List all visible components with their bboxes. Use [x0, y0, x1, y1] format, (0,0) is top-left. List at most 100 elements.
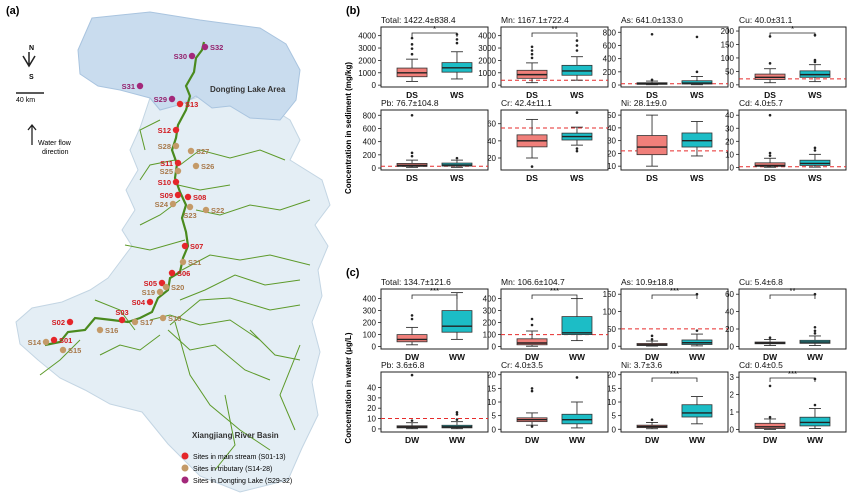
significance-bracket — [769, 32, 816, 37]
box-dw — [396, 334, 428, 343]
y-tick-label: 20 — [607, 149, 616, 158]
tributaries — [39, 119, 311, 471]
site-label-s11: S11 — [160, 159, 173, 168]
y-tick-label: 400 — [363, 138, 377, 147]
site-marker-s22 — [202, 206, 210, 214]
site-label-s06: S06 — [177, 269, 190, 278]
x-category-label: DW — [645, 435, 660, 445]
site-marker-s21 — [179, 258, 187, 266]
site-marker-s31 — [136, 82, 144, 90]
box-dw — [516, 338, 548, 346]
plot-frame — [738, 26, 847, 88]
chart-title: Cr: 42.4±11.1 — [501, 98, 552, 108]
y-tick-label: 400 — [363, 295, 377, 304]
map-panel: (a) S01 S02 S03 — [6, 5, 331, 493]
outlier-point — [695, 329, 699, 332]
outlier-point — [530, 52, 534, 56]
legend-label-main: Sites in main stream (S01-13) — [193, 454, 286, 461]
legend-label-trib: Sites in tributary (S14-28) — [193, 466, 272, 473]
site-marker-s06 — [168, 269, 176, 277]
basin-area — [15, 91, 331, 493]
x-category-label: DS — [406, 90, 418, 100]
site-label-s25: S25 — [160, 167, 173, 176]
site-label-s13: S13 — [185, 100, 198, 109]
outlier-point — [768, 415, 772, 419]
plot-frame — [620, 288, 729, 350]
chart-title: As: 641.0±133.0 — [621, 15, 683, 25]
x-category-label: WS — [570, 173, 584, 183]
site-marker-s24 — [169, 200, 177, 208]
y-tick-label: 0 — [730, 425, 735, 434]
x-category-label: DW — [763, 352, 778, 362]
chart-b-7: Cd: 4.0±5.7 0 10 20 30 40 DS WS — [725, 98, 847, 183]
site-label-s05: S05 — [144, 279, 157, 288]
site-label-s16: S16 — [105, 326, 118, 335]
site-label-s27: S27 — [196, 147, 209, 156]
significance-label: *** — [670, 370, 679, 379]
box-ds — [754, 162, 786, 167]
outlier-point — [768, 154, 772, 157]
y-tick-label: 60 — [487, 120, 496, 129]
y-tick-label: 50 — [607, 325, 616, 334]
legend-marker-trib — [181, 464, 189, 472]
x-category-label: DS — [646, 90, 658, 100]
outlier-point — [410, 43, 414, 46]
chart-title: Total: 1422.4±838.4 — [381, 15, 456, 25]
plot-frame — [500, 26, 609, 88]
y-tick-label: 40 — [487, 137, 496, 146]
y-tick-label: 40 — [607, 124, 616, 133]
significance-bracket — [651, 377, 698, 382]
outlier-point — [575, 149, 579, 153]
lake-label: Dongting Lake Area — [210, 85, 286, 94]
site-label-s24: S24 — [155, 200, 169, 209]
outlier-point — [530, 45, 534, 49]
x-category-label: WW — [807, 352, 824, 362]
flow-label-2: direction — [42, 149, 69, 156]
outlier-point — [768, 113, 772, 117]
significance-bracket — [651, 294, 698, 299]
site-marker-s16 — [96, 326, 104, 334]
site-marker-s27 — [187, 147, 195, 155]
scale-label: 40 km — [16, 97, 35, 104]
outlier-point — [455, 41, 459, 45]
site-label-s30: S30 — [174, 52, 187, 61]
site-marker-s23 — [186, 203, 194, 211]
site-label-s08: S08 — [193, 193, 206, 202]
y-tick-label: 15 — [487, 384, 496, 393]
site-marker-s01 — [50, 336, 58, 344]
chart-b-4: Pb: 76.7±104.8 0 200 400 600 800 DS WS — [363, 98, 489, 183]
outlier-point — [575, 44, 579, 47]
y-tick-label: 20 — [487, 371, 496, 380]
site-label-s23: S23 — [183, 211, 196, 220]
chart-title: Cu: 5.4±6.8 — [739, 277, 783, 287]
outlier-point — [455, 418, 459, 421]
outlier-point — [575, 39, 579, 42]
x-category-label: WW — [689, 352, 706, 362]
y-tick-label: 800 — [363, 111, 377, 120]
y-tick-label: 60 — [725, 290, 734, 299]
site-label-s14: S14 — [28, 338, 42, 347]
outlier-point — [695, 70, 699, 74]
outlier-point — [530, 56, 534, 60]
y-tick-label: 600 — [363, 124, 377, 133]
y-tick-label: 40 — [725, 111, 734, 120]
outlier-point — [768, 384, 772, 388]
outlier-point — [650, 337, 654, 341]
y-tick-label: 200 — [363, 151, 377, 160]
site-label-s31: S31 — [122, 82, 135, 91]
y-tick-label: 20 — [725, 325, 734, 334]
outlier-point — [768, 62, 772, 65]
y-tick-label: 200 — [721, 27, 735, 36]
chart-c-0: Total: 134.7±121.6 0 100 200 300 400 DW WW *** — [363, 277, 489, 362]
outlier-point — [410, 47, 414, 50]
significance-bracket — [411, 294, 458, 299]
y-tick-label: 20 — [367, 404, 376, 413]
y-tick-label: 1 — [730, 408, 735, 417]
y-tick-label: 100 — [603, 308, 617, 317]
outlier-point — [530, 323, 534, 327]
outlier-point — [575, 147, 579, 150]
x-category-label: DW — [525, 435, 540, 445]
